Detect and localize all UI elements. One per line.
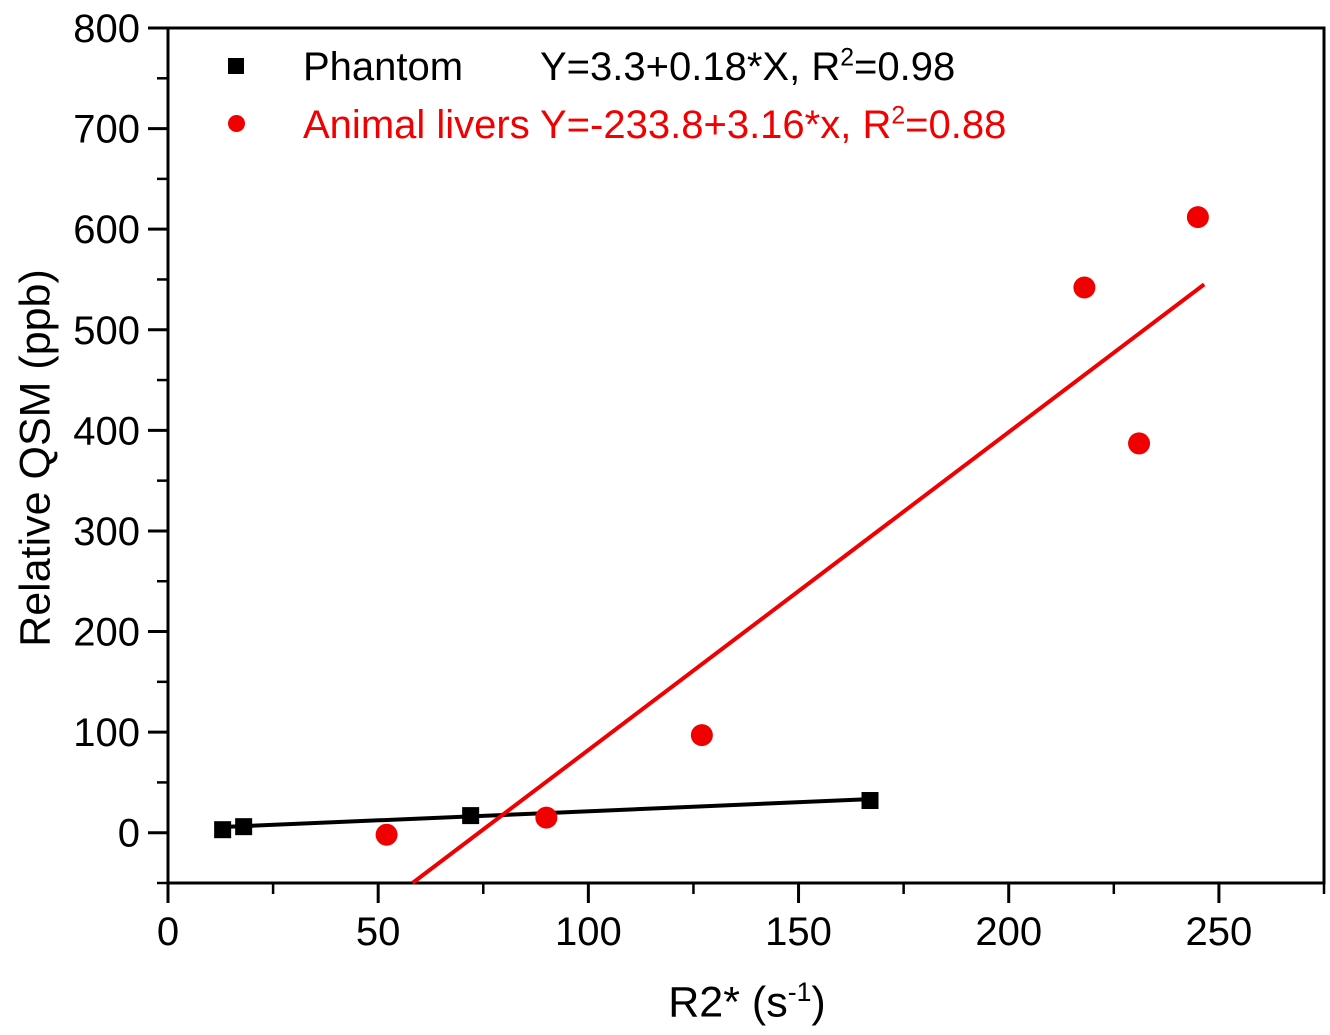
data-point-animal-livers [375,823,398,846]
plot-frame [166,26,1326,885]
animal-livers-circle-marker-icon [228,115,245,132]
data-point-phantom [462,807,480,825]
y-tick-label: 200 [73,611,140,655]
y-tick-label: 100 [73,711,140,755]
x-tick-label: 250 [1186,910,1253,954]
x-tick-label: 100 [555,910,622,954]
fit-line-animal-livers [411,282,1206,885]
y-tick-label: 800 [73,7,140,51]
y-tick-label: 300 [73,510,140,554]
data-point-animal-livers [1073,276,1096,299]
legend-equation-animal-livers: Y=-233.8+3.16*x, R2=0.88 [540,102,1007,147]
x-tick-label: 0 [157,910,179,954]
y-tick-label: 700 [73,108,140,152]
x-tick-label: 150 [765,910,832,954]
data-point-animal-livers [535,806,558,829]
x-axis-title: R2* (s-1) [668,977,826,1027]
data-point-phantom [235,818,253,836]
y-tick-label: 600 [73,208,140,252]
legend-equation-phantom: Y=3.3+0.18*X, R2=0.98 [540,44,956,89]
y-tick-label: 400 [73,409,140,453]
data-point-animal-livers [690,724,713,747]
x-tick-label: 200 [975,910,1042,954]
legend-label-phantom: Phantom [303,45,464,89]
y-axis-title: Relative QSM (ppb) [11,269,60,647]
data-point-animal-livers [1186,206,1209,229]
legend-label-animal-livers: Animal livers [303,103,530,147]
y-tick-label: 0 [118,812,140,856]
data-point-animal-livers [1128,432,1151,455]
data-point-phantom [861,792,879,810]
y-tick-label: 500 [73,309,140,353]
data-point-phantom [214,821,232,839]
x-tick-label: 50 [356,910,401,954]
phantom-square-marker-icon [228,58,244,74]
